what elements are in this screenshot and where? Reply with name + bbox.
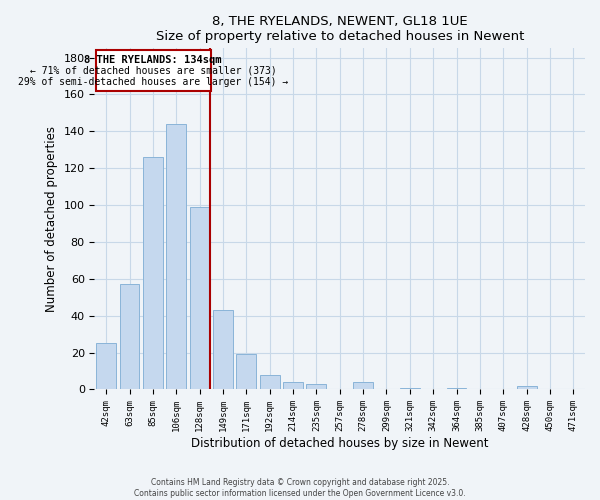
Text: Contains HM Land Registry data © Crown copyright and database right 2025.
Contai: Contains HM Land Registry data © Crown c… (134, 478, 466, 498)
FancyBboxPatch shape (95, 50, 211, 90)
Bar (96, 344, 116, 390)
Bar (400, 388, 420, 390)
Bar (119, 284, 139, 390)
Bar (307, 384, 326, 390)
Bar (517, 386, 536, 390)
Bar (143, 157, 163, 390)
Bar (260, 374, 280, 390)
X-axis label: Distribution of detached houses by size in Newent: Distribution of detached houses by size … (191, 437, 488, 450)
Bar (190, 207, 209, 390)
Text: ← 71% of detached houses are smaller (373): ← 71% of detached houses are smaller (37… (30, 66, 277, 76)
Bar (166, 124, 186, 390)
Text: 29% of semi-detached houses are larger (154) →: 29% of semi-detached houses are larger (… (18, 77, 289, 87)
Bar (236, 354, 256, 390)
Bar (213, 310, 233, 390)
Bar (283, 382, 303, 390)
Bar (446, 388, 466, 390)
Bar (353, 382, 373, 390)
Title: 8, THE RYELANDS, NEWENT, GL18 1UE
Size of property relative to detached houses i: 8, THE RYELANDS, NEWENT, GL18 1UE Size o… (155, 15, 524, 43)
Text: 8 THE RYELANDS: 134sqm: 8 THE RYELANDS: 134sqm (85, 55, 222, 65)
Y-axis label: Number of detached properties: Number of detached properties (45, 126, 58, 312)
